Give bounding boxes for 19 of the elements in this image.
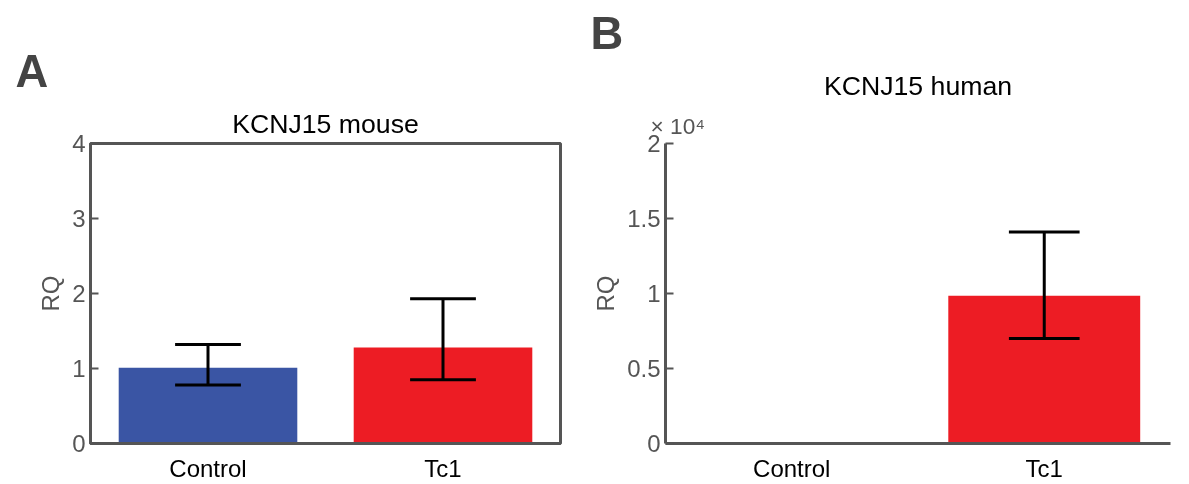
x-tick-label: Control xyxy=(753,454,831,482)
y-axis-title: RQ xyxy=(37,275,65,312)
x-tick-label: Control xyxy=(169,454,247,482)
y-tick-label: 4 xyxy=(72,130,86,157)
y-tick-label: 0.5 xyxy=(627,355,661,382)
y-tick-label: 3 xyxy=(72,205,86,232)
y-tick-label: 0 xyxy=(72,430,86,457)
text: B xyxy=(590,7,624,59)
x-tick-label: Tc1 xyxy=(1025,454,1063,482)
x-tick-label: Tc1 xyxy=(424,454,462,482)
chart-title: KCNJ15 human xyxy=(823,70,1013,101)
y-axis-title: RQ xyxy=(592,275,620,312)
y-tick-label: 2 xyxy=(72,280,86,307)
y-tick-label: 0 xyxy=(647,430,661,457)
y-tick-label: 1.5 xyxy=(627,205,661,232)
chart-title: KCNJ15 mouse xyxy=(232,108,419,139)
y-tick-label: 1 xyxy=(72,355,86,382)
y-tick-label: 1 xyxy=(647,280,661,307)
text: A xyxy=(15,45,49,97)
